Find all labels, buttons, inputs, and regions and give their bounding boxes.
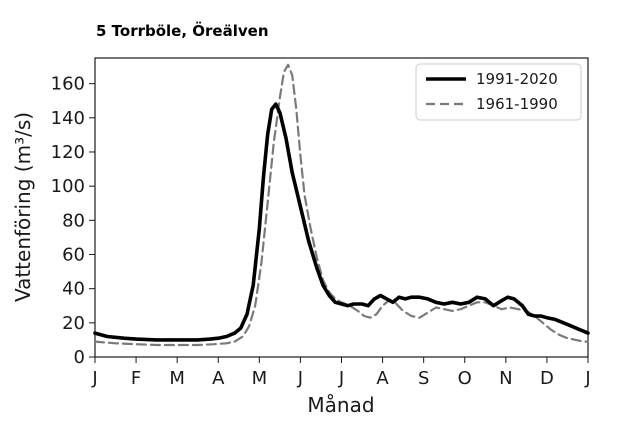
x-tick-label: F xyxy=(131,368,141,389)
y-tick-label: 160 xyxy=(51,74,85,95)
y-axis: 0 20 40 60 80 100 120 140 160 xyxy=(51,74,95,368)
x-tick-label: J xyxy=(297,368,303,389)
y-tick-label: 40 xyxy=(62,279,85,300)
y-tick-label: 120 xyxy=(51,142,85,163)
x-tick-label: M xyxy=(169,368,185,389)
x-tick-label: D xyxy=(540,368,554,389)
x-tick-label: J xyxy=(584,368,590,389)
x-tick-label: N xyxy=(499,368,512,389)
x-tick-label: A xyxy=(212,368,225,389)
legend: 1991-2020 1961-1990 xyxy=(415,63,582,121)
x-tick-label: O xyxy=(458,368,472,389)
series-layer xyxy=(93,63,590,347)
y-axis-label: Vattenföring (m³/s) xyxy=(11,112,35,302)
x-tick-label: M xyxy=(252,368,268,389)
x-axis-label: Månad xyxy=(307,393,374,417)
legend-label-1991-2020: 1991-2020 xyxy=(476,70,558,88)
x-tick-label: S xyxy=(418,368,429,389)
series-line-1961-1990 xyxy=(93,63,590,347)
y-tick-label: 20 xyxy=(62,313,85,334)
x-tick-label: J xyxy=(338,368,344,389)
y-tick-label: 60 xyxy=(62,244,85,265)
figure-title: 5 Torrböle, Öreälven xyxy=(96,22,269,40)
series-line-1991-2020 xyxy=(93,102,590,342)
legend-label-1961-1990: 1961-1990 xyxy=(476,95,558,113)
y-tick-label: 80 xyxy=(62,210,85,231)
y-tick-label: 100 xyxy=(51,176,85,197)
x-tick-label: A xyxy=(376,368,389,389)
y-tick-label: 0 xyxy=(74,347,85,368)
x-tick-label: J xyxy=(91,368,97,389)
y-tick-label: 140 xyxy=(51,108,85,129)
